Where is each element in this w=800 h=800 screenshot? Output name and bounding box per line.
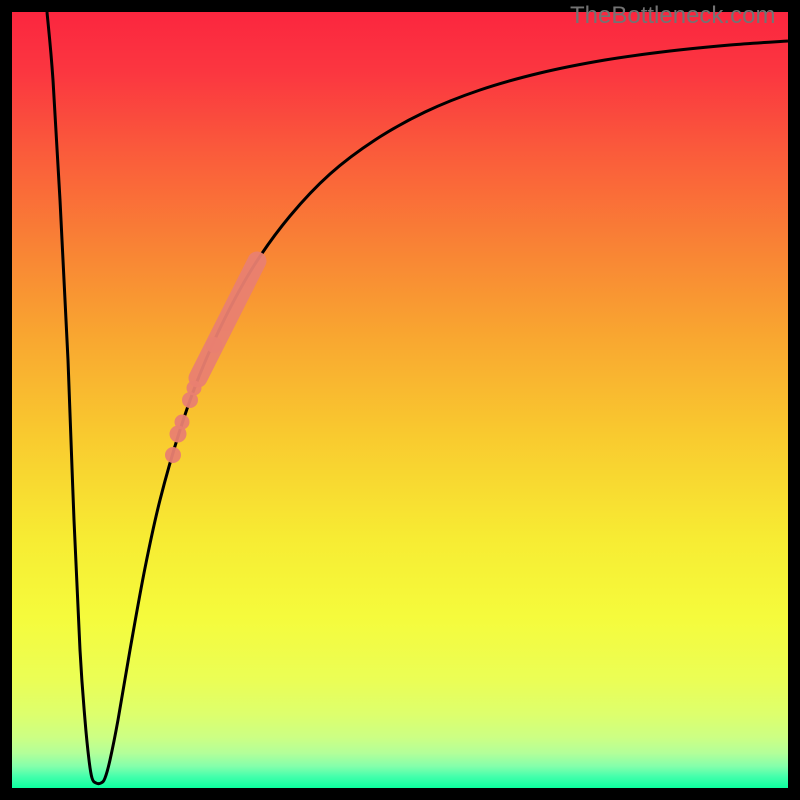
chart-stage: TheBottleneck.com bbox=[0, 0, 800, 800]
highlight-dot bbox=[165, 447, 181, 463]
chart-svg bbox=[0, 0, 800, 800]
highlight-dot bbox=[182, 392, 198, 408]
highlight-dot bbox=[170, 426, 187, 443]
watermark-text: TheBottleneck.com bbox=[570, 2, 775, 30]
gradient-background bbox=[12, 12, 788, 788]
highlight-dot bbox=[206, 337, 222, 353]
